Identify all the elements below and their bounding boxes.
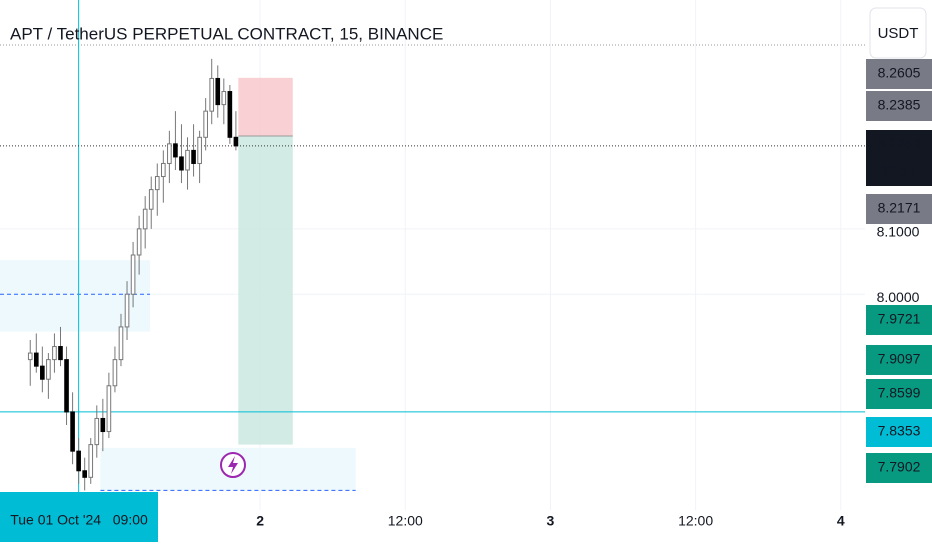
price-label-box (866, 130, 932, 186)
price-label-box (866, 379, 932, 409)
price-label: 7.9097 (878, 351, 921, 367)
price-label: 7.8599 (878, 385, 921, 401)
candle-body (233, 136, 239, 147)
candle-body (70, 411, 75, 452)
price-label: 8.2171 (878, 200, 921, 216)
x-tick-label: 12:00 (678, 513, 713, 529)
price-label-box (866, 194, 932, 224)
candle-body (46, 359, 51, 380)
price-label-box (866, 305, 932, 335)
candle-body (197, 136, 202, 164)
x-tick-label: 4 (837, 513, 845, 529)
price-label: 7.8353 (878, 423, 921, 439)
candle-body (136, 228, 142, 256)
candle-body (82, 470, 87, 478)
candle-body (142, 208, 148, 230)
candle-body (124, 293, 130, 328)
y-tick-label: 8.1000 (877, 224, 920, 240)
crosshair-label: Tue 01 Oct '24 09:00 (10, 512, 148, 528)
chart-title: APT / TetherUS PERPETUAL CONTRACT, 15, B… (10, 24, 443, 43)
candle-body (33, 352, 39, 367)
price-label: 7.9721 (878, 311, 921, 327)
y-tick-label: 8.0000 (877, 289, 920, 305)
event-icon[interactable] (220, 452, 246, 478)
price-label-box (866, 91, 932, 121)
x-tick-label: 3 (547, 513, 555, 529)
price-label-box (866, 453, 932, 483)
candle-body (106, 385, 112, 433)
candle-body (221, 91, 227, 106)
candle-body (215, 77, 221, 106)
price-label: 8.2385 (878, 97, 921, 113)
candle-body (40, 365, 45, 380)
crosshair-label-box (0, 492, 158, 542)
candle-body (27, 352, 33, 361)
price-label: 8.2269 (878, 136, 921, 152)
candle-body (94, 417, 100, 446)
candle-body (167, 143, 172, 164)
candle-body (58, 346, 63, 361)
candle-body (88, 444, 94, 478)
candle-body (191, 149, 196, 164)
price-label-box (866, 417, 932, 447)
currency[interactable]: USDT (878, 25, 919, 42)
candle-body (185, 149, 190, 171)
candle-body (203, 110, 208, 138)
price-label: 7.7902 (878, 459, 921, 475)
candle-body (173, 143, 178, 158)
candle-body (154, 176, 160, 191)
candle-body (227, 91, 233, 138)
candle-body (64, 359, 69, 413)
stop-zone (238, 77, 293, 136)
target-zone (238, 136, 293, 445)
currency-button[interactable] (869, 7, 927, 59)
candle-body (130, 254, 136, 295)
price-label-box (866, 345, 932, 375)
candle-body (209, 77, 215, 112)
candle-body (76, 450, 81, 472)
x-tick-label: 12:00 (388, 513, 423, 529)
candle-body (100, 417, 106, 433)
countdown: 12:51 (881, 163, 916, 179)
candle-body (179, 156, 184, 171)
price-label: 8.2605 (878, 65, 921, 81)
candle-body (52, 346, 57, 361)
candle-body (118, 326, 124, 361)
candle-body (161, 162, 166, 178)
candle-body (112, 359, 118, 387)
x-tick-label: 2 (256, 513, 264, 529)
plot (0, 0, 865, 510)
candle-body (148, 189, 154, 210)
price-label-box (866, 59, 932, 89)
